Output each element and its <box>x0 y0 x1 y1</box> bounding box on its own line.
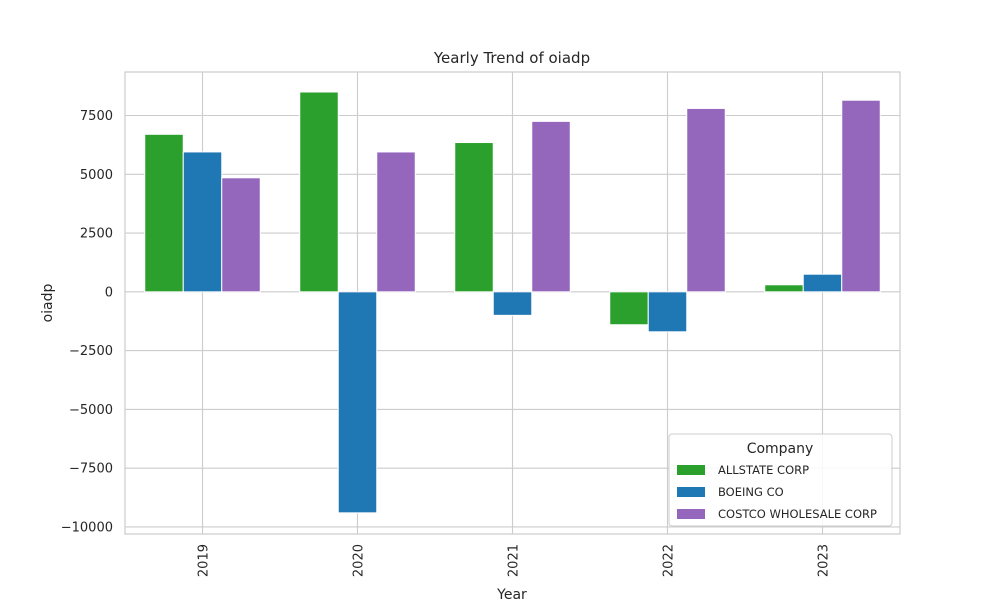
legend-swatch <box>677 509 705 519</box>
bar <box>299 91 339 293</box>
legend-label: BOEING CO <box>718 485 784 499</box>
bar <box>609 291 649 326</box>
x-tick-label: 2021 <box>507 544 522 577</box>
bar <box>454 142 494 293</box>
bar <box>337 291 378 514</box>
bar <box>182 151 223 293</box>
bar <box>492 291 533 316</box>
bar <box>686 107 726 293</box>
legend-label: COSTCO WHOLESALE CORP <box>718 507 877 521</box>
y-tick-label: −2500 <box>69 344 113 359</box>
bars <box>144 91 881 514</box>
legend-box <box>668 433 893 527</box>
bar <box>764 284 804 293</box>
bar <box>841 99 881 293</box>
bar <box>144 133 184 293</box>
legend-items: ALLSTATE CORP BOEING CO COSTCO WHOLESALE C… <box>677 463 877 521</box>
y-tick-label: −5000 <box>69 403 113 418</box>
bar <box>531 120 571 293</box>
bar <box>647 291 688 333</box>
bar <box>221 177 261 293</box>
x-tick-label: 2019 <box>197 544 212 577</box>
x-axis-label: Year <box>496 587 527 600</box>
x-tick-labels: 2019 2020 2021 2022 2023 <box>197 544 832 577</box>
y-tick-label: 7500 <box>80 109 113 124</box>
bar <box>802 273 843 293</box>
legend-title: Company <box>747 441 814 457</box>
legend-label: ALLSTATE CORP <box>718 463 809 477</box>
x-tick-label: 2020 <box>352 544 367 577</box>
y-tick-label: 5000 <box>80 168 113 183</box>
legend-swatch <box>677 487 705 497</box>
chart-title: Yearly Trend of oiadp <box>433 49 590 67</box>
x-tick-label: 2023 <box>817 544 832 577</box>
y-tick-label: 2500 <box>80 227 113 242</box>
y-axis-label: oiadp <box>40 283 56 322</box>
plot-frame <box>124 71 901 535</box>
y-tick-label: −10000 <box>61 520 113 535</box>
x-tick-label: 2022 <box>662 544 677 577</box>
y-tick-labels: −10000 −7500 −5000 −2500 0 2500 5000 7500 <box>61 109 113 535</box>
y-tick-label: −7500 <box>69 462 113 477</box>
legend: Company ALLSTATE CORP BOEING CO COSTCO WHO… <box>668 433 893 527</box>
bar <box>376 151 416 293</box>
legend-swatch <box>677 465 705 475</box>
y-tick-label: 0 <box>105 285 113 300</box>
